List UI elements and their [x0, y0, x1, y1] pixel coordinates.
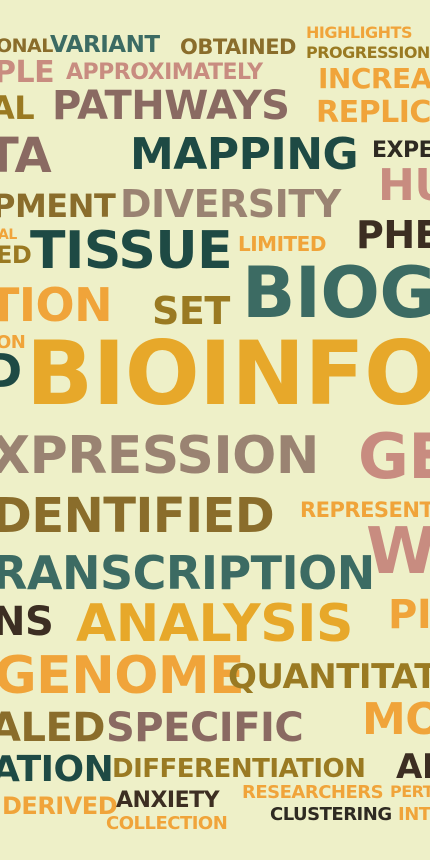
word-mapping: MAPPING — [130, 129, 359, 180]
word-replic: REPLIC — [316, 95, 430, 130]
word-tion: TION — [0, 278, 113, 332]
word-collection: COLLECTION — [106, 813, 228, 834]
word-approximately: APPROXIMATELY — [66, 60, 263, 85]
word-anxiety: ANXIETY — [116, 788, 220, 813]
word-pment: PMENT — [0, 187, 116, 225]
word-quantitat: QUANTITAT — [228, 657, 430, 697]
word-genome: GENOME — [0, 646, 245, 706]
word-limited: LIMITED — [238, 232, 326, 256]
word-bioinfo: BIOINFO — [26, 322, 430, 425]
word-ns: NS — [0, 599, 54, 645]
word-highlights: HIGHLIGHTS — [306, 23, 412, 42]
word-expe: EXPE — [372, 138, 430, 163]
word-tissue: TISSUE — [30, 221, 233, 281]
word-pert: PERT — [390, 782, 430, 801]
word-ge: GE — [358, 420, 430, 493]
word-an: AN — [396, 747, 430, 787]
word-pathways: PATHWAYS — [52, 83, 290, 129]
word-specific: SPECIFIC — [106, 705, 304, 751]
word-biog: BIOG — [242, 252, 430, 334]
word-mo: MO — [362, 694, 430, 745]
word-phe: PHE — [356, 213, 430, 257]
word-aled: ALED — [0, 705, 105, 751]
word-ranscription: RANSCRIPTION — [0, 546, 375, 600]
word-w: W — [366, 515, 430, 589]
word-d: D — [0, 344, 22, 398]
word-differentiation: DIFFERENTIATION — [112, 754, 366, 784]
word-clustering: CLUSTERING — [270, 804, 392, 825]
word-researchers: RESEARCHERS — [242, 782, 384, 803]
word-obtained: OBTAINED — [180, 35, 296, 59]
word-increa: INCREA — [318, 62, 430, 95]
word-int: INT — [398, 804, 430, 825]
word-onal: ONAL — [0, 35, 53, 57]
word-derived: DERIVED — [2, 792, 118, 820]
word-ta: TA — [0, 128, 52, 184]
word-xpression: XPRESSION — [0, 426, 319, 486]
word-diversity: DIVERSITY — [120, 182, 341, 226]
word-variant: VARIANT — [50, 32, 160, 58]
word-on: ON — [0, 332, 26, 353]
word-hu: HU — [378, 160, 430, 211]
word-analysis: ANALYSIS — [76, 594, 353, 654]
word-ed: ED — [0, 241, 32, 269]
word-represent: REPRESENT — [300, 498, 430, 522]
word-al-1: AL — [0, 89, 35, 127]
word-set: SET — [152, 289, 230, 333]
word-ple: PLE — [0, 55, 55, 90]
word-dentified: DENTIFIED — [0, 488, 275, 544]
word-progression: PROGRESSION — [306, 43, 430, 62]
word-ation: ATION — [0, 749, 114, 790]
word-pi: PI — [388, 592, 430, 638]
word-al-2: AL — [0, 227, 17, 243]
